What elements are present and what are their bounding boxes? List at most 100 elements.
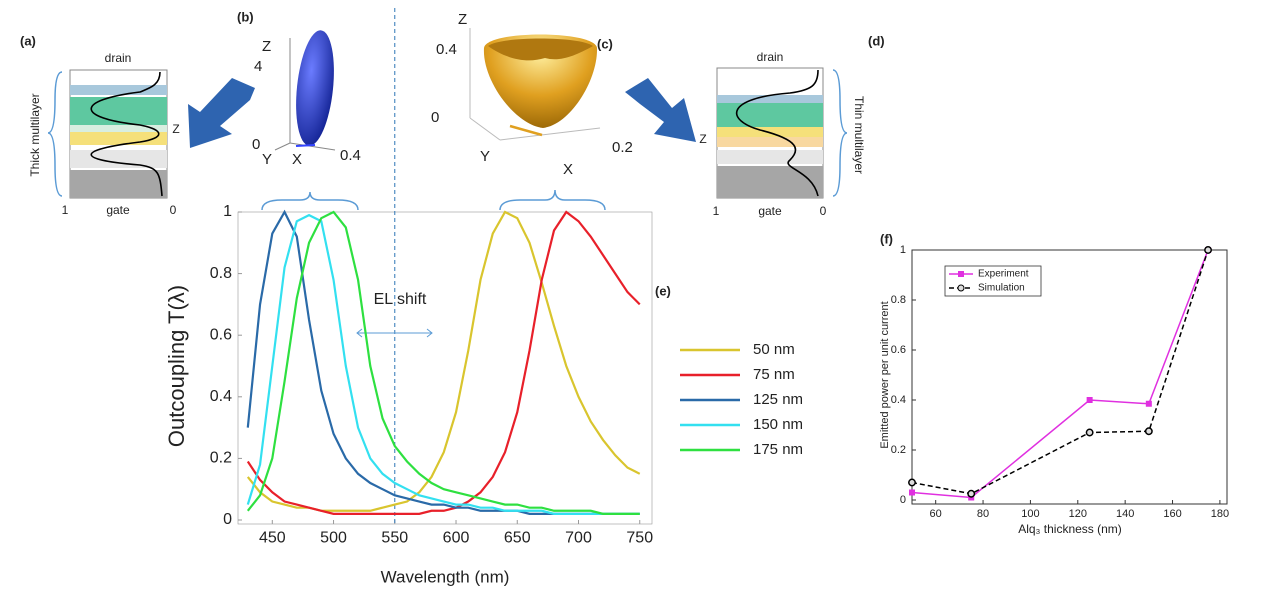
series-line <box>246 210 641 515</box>
layer <box>717 166 823 198</box>
bowl-rim <box>488 38 593 61</box>
legend-label: 175 nm <box>753 441 803 458</box>
plot-frame <box>911 249 1228 505</box>
field-curve <box>90 71 163 197</box>
legend-label: Experiment <box>978 269 1029 280</box>
x-tick-label: 180 <box>1211 508 1229 520</box>
legend-marker <box>957 284 965 292</box>
layer <box>717 103 823 127</box>
y-tick-label: 0.2 <box>891 444 906 456</box>
stack-title: Thick multilayer <box>28 93 42 176</box>
panel-label: (f) <box>880 231 893 246</box>
y-axis-label: Emitted power per unit current <box>879 301 891 448</box>
x-tick-label: 650 <box>504 530 531 547</box>
axis-label: Z <box>699 132 706 146</box>
x-tick-label: 140 <box>1116 508 1134 520</box>
x-tick-label: 100 <box>1021 508 1039 520</box>
tick-label: 0 <box>431 109 439 126</box>
axis-label: Z <box>458 11 467 28</box>
y-tick-label: 0 <box>900 494 906 506</box>
point <box>1145 400 1152 407</box>
stack-tick: 1 <box>713 204 720 218</box>
y-tick-label: 0.2 <box>210 450 232 467</box>
y-tick-label: 0 <box>223 511 232 528</box>
x-axis-label: Alq₃ thickness (nm) <box>1018 522 1122 536</box>
legend-label: Simulation <box>978 283 1025 294</box>
annotation: EL shift <box>374 291 427 308</box>
y-tick-label: 0.4 <box>210 388 232 405</box>
series-line <box>246 210 640 515</box>
brace <box>832 69 848 197</box>
y-tick-label: 1 <box>223 203 232 220</box>
axis-label: Z <box>262 38 271 55</box>
x-axis-label: Wavelength (nm) <box>381 567 510 586</box>
y-axis-label: Outcoupling T(λ) <box>164 285 189 447</box>
brace <box>261 191 359 211</box>
x-tick-label: 120 <box>1069 508 1087 520</box>
point <box>1085 428 1094 437</box>
tick-label: 0.4 <box>436 41 457 58</box>
layer <box>70 170 167 198</box>
layer <box>717 150 823 164</box>
tick-label: 0.2 <box>612 139 633 156</box>
legend-marker <box>958 271 964 277</box>
stack-tick: 0 <box>170 203 177 217</box>
legend-label: 50 nm <box>753 341 795 358</box>
stack-top: drain <box>757 50 784 64</box>
point <box>967 489 976 498</box>
brace <box>47 71 63 197</box>
layer <box>70 125 167 132</box>
x-tick-label: 500 <box>320 530 347 547</box>
panel-d: (d) drain gate 1 0 Z Thin multilayer <box>699 33 884 218</box>
tick-label: 4 <box>254 58 262 75</box>
series-line <box>911 249 1209 499</box>
panel-label: (c) <box>597 36 613 51</box>
axis <box>469 117 501 141</box>
axis <box>274 142 291 151</box>
point <box>1144 427 1153 436</box>
stack-title: Thin multilayer <box>852 96 866 174</box>
series-line <box>246 213 640 515</box>
panel-a: (a) drain gate 1 0 Z Thick multilayer <box>20 33 180 217</box>
x-tick-label: 60 <box>930 508 942 520</box>
x-tick-label: 550 <box>381 530 408 547</box>
brace <box>499 189 606 211</box>
stack-bottom: gate <box>758 204 782 218</box>
layer <box>70 97 167 125</box>
axis-label: X <box>563 161 573 178</box>
point <box>1086 397 1093 403</box>
y-tick-label: 0.8 <box>891 294 906 306</box>
x-tick-label: 600 <box>443 530 470 547</box>
axis-label: Y <box>480 148 490 165</box>
axis-label: Z <box>172 122 179 136</box>
point <box>1204 246 1213 254</box>
legend-label: 125 nm <box>753 391 803 408</box>
plot-frame <box>237 211 653 525</box>
legend-label: 150 nm <box>753 416 803 433</box>
stack-top: drain <box>105 51 132 65</box>
stack-tick: 1 <box>62 203 69 217</box>
x-tick-label: 700 <box>565 530 592 547</box>
arrow <box>188 78 255 148</box>
axis <box>499 127 601 141</box>
axis-label: X <box>292 151 302 168</box>
y-tick-label: 0.8 <box>210 265 232 282</box>
panel-c: (c) Z 0.4 0 Y X 0.2 <box>431 11 633 178</box>
panel-label: (d) <box>868 33 885 48</box>
axis-label: Y <box>262 151 272 168</box>
x-tick-label: 80 <box>977 508 989 520</box>
panel-b: (b) Z 4 0 Y X 0.4 <box>237 9 361 168</box>
y-tick-label: 0.6 <box>210 326 232 343</box>
tick-label: 0.4 <box>340 147 361 164</box>
dipole <box>295 144 316 147</box>
x-tick-label: 450 <box>259 530 286 547</box>
legend-frame <box>944 265 1042 297</box>
panel-label: (b) <box>237 9 254 24</box>
layer <box>717 95 823 103</box>
point <box>909 489 915 496</box>
stack-bottom: gate <box>106 203 130 217</box>
arrow <box>625 78 696 142</box>
axis <box>289 142 336 151</box>
y-tick-label: 1 <box>900 244 906 256</box>
